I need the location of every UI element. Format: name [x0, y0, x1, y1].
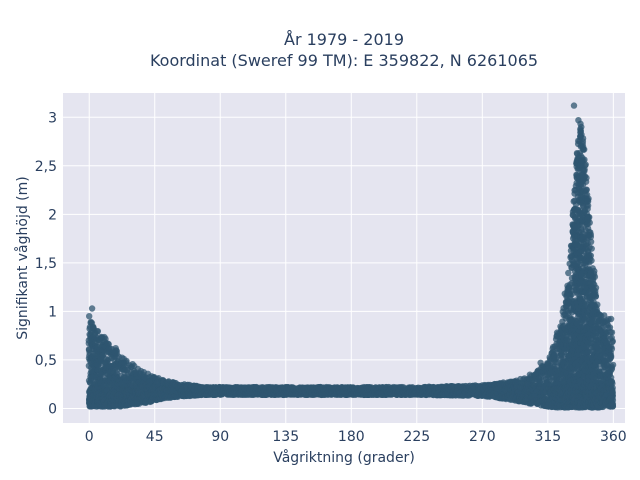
chart-subtitle: Koordinat (Sweref 99 TM): E 359822, N 62… — [150, 51, 538, 70]
data-point — [94, 328, 102, 335]
data-point — [113, 347, 121, 355]
plot-area — [63, 93, 625, 423]
chart-title: År 1979 - 2019 — [284, 30, 404, 49]
data-points — [85, 102, 617, 411]
